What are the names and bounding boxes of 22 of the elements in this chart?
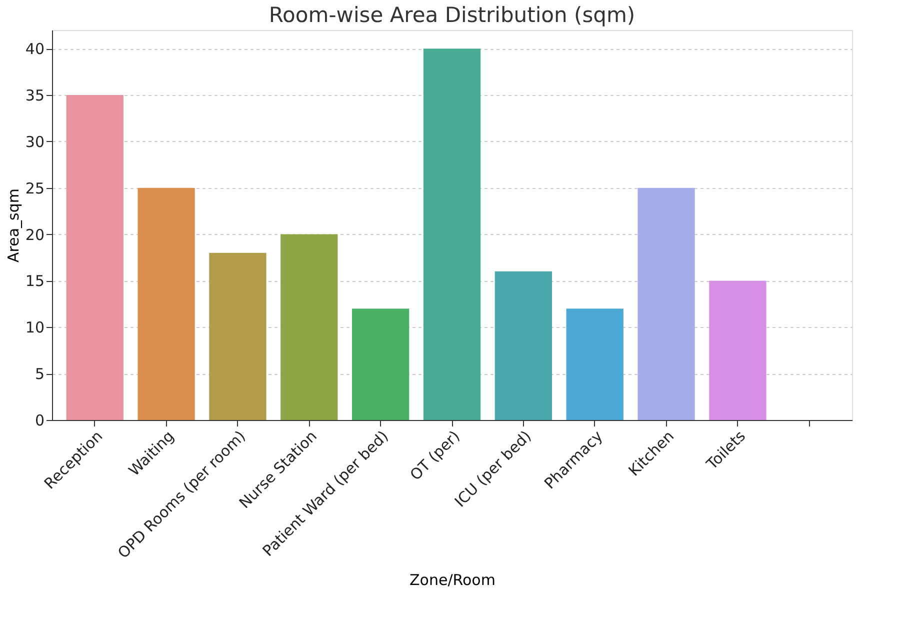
bar — [423, 48, 481, 420]
y-axis-title: Area_sqm — [4, 188, 22, 262]
bar — [494, 271, 552, 420]
bar — [709, 280, 766, 420]
y-tick-label: 10 — [25, 318, 44, 337]
bar — [209, 252, 266, 420]
bar — [280, 234, 338, 420]
y-tick-label: 25 — [25, 179, 44, 198]
x-axis-title: Zone/Room — [410, 571, 496, 590]
y-tick-label: 5 — [34, 365, 44, 384]
bar — [66, 95, 124, 420]
y-tick-label: 0 — [34, 412, 44, 430]
y-tick-label: 40 — [25, 40, 44, 58]
bar — [638, 188, 695, 420]
y-tick-label: 20 — [25, 226, 44, 244]
bar — [352, 308, 410, 420]
y-tick-label: 30 — [25, 132, 44, 151]
chart-title: Room-wise Area Distribution (sqm) — [268, 3, 636, 27]
bar — [566, 308, 624, 420]
y-tick-label: 35 — [25, 86, 44, 104]
y-tick-label: 15 — [25, 272, 44, 290]
bar — [138, 188, 195, 420]
